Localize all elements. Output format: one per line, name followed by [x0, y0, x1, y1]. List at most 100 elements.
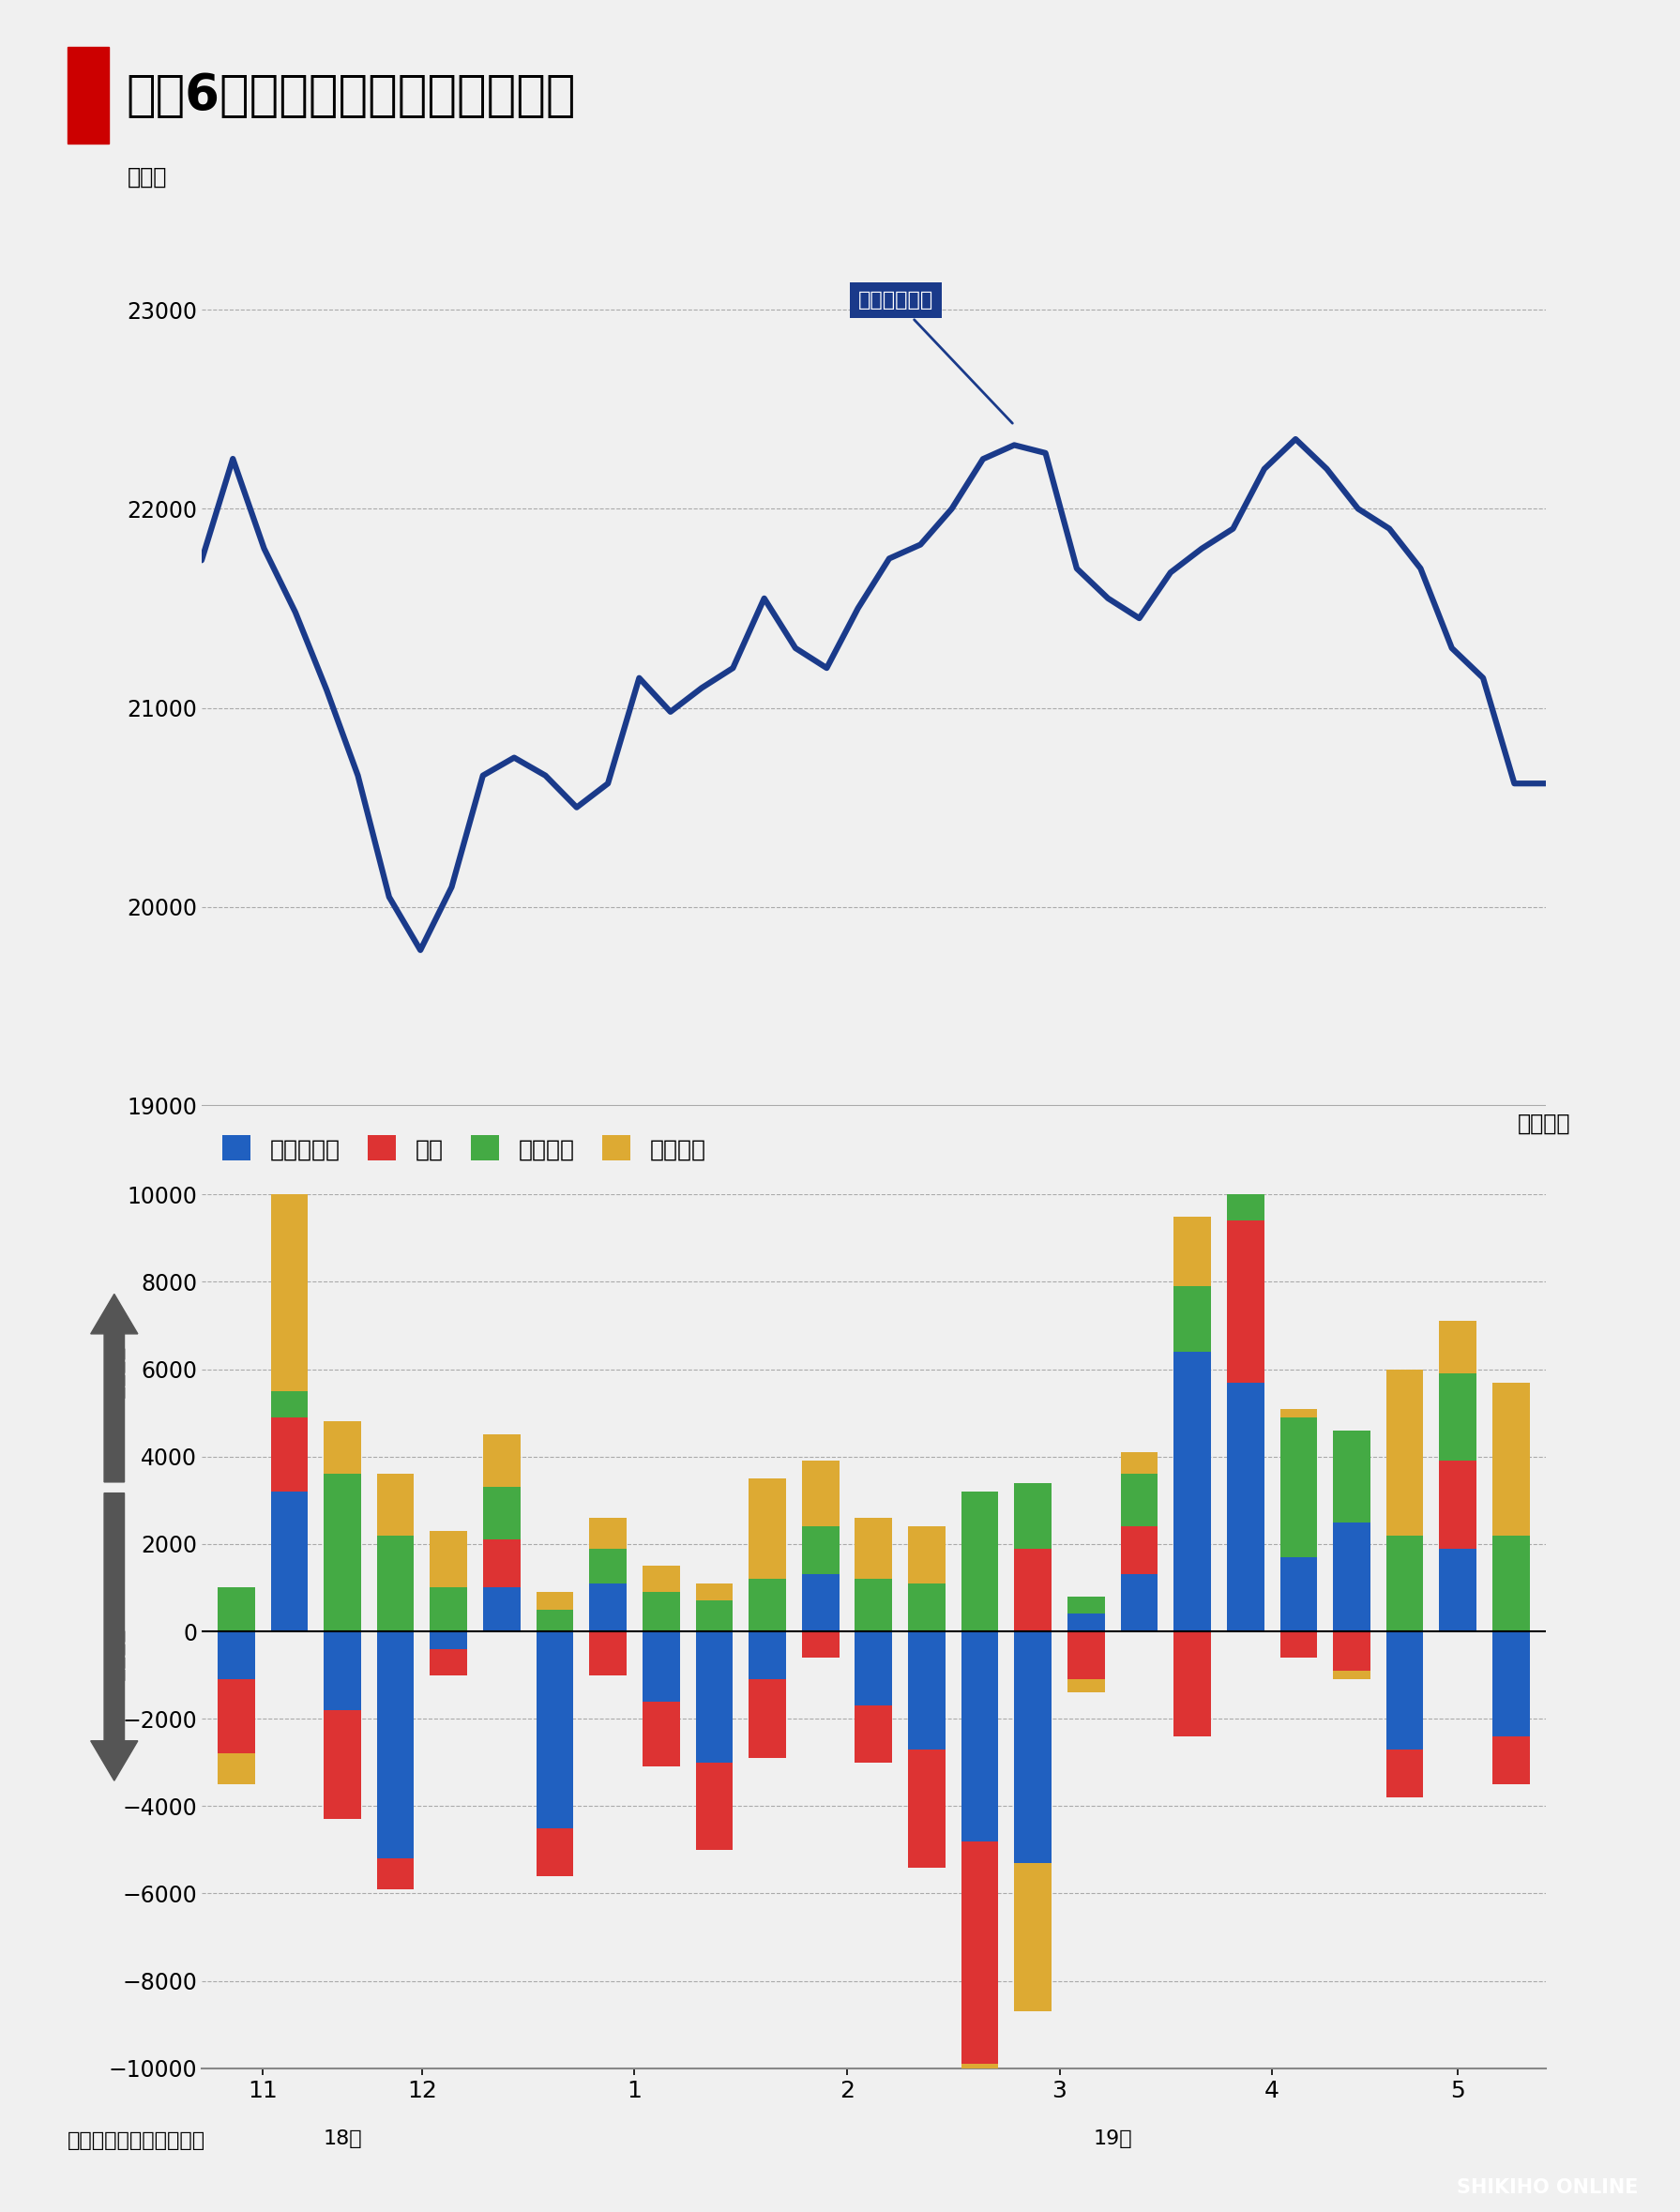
Bar	[1492, 1382, 1530, 1535]
Bar	[270, 1418, 307, 1491]
Text: SHIKIHO ONLINE: SHIKIHO ONLINE	[1457, 2179, 1638, 2197]
Bar	[855, 1632, 892, 1705]
Bar	[1067, 1597, 1105, 1615]
Bar	[324, 1422, 361, 1473]
Bar	[1280, 1632, 1317, 1657]
Bar	[1386, 1369, 1423, 1535]
Bar	[376, 1535, 413, 1632]
Bar	[855, 1517, 892, 1579]
Bar	[376, 1858, 413, 1889]
Bar	[1280, 1409, 1317, 1418]
Bar	[1174, 1352, 1211, 1632]
Bar	[1386, 1750, 1423, 1798]
Bar	[749, 1478, 786, 1579]
Bar	[1492, 1736, 1530, 1785]
Bar	[1226, 1221, 1263, 1382]
Bar	[1440, 1321, 1477, 1374]
Text: 買い越し: 買い越し	[102, 1345, 126, 1398]
Bar	[1121, 1526, 1158, 1575]
Bar	[1386, 1632, 1423, 1750]
Bar	[270, 1391, 307, 1418]
Bar	[909, 1526, 946, 1584]
Bar	[217, 1632, 255, 1679]
Bar	[590, 1632, 627, 1674]
Bar	[217, 1679, 255, 1754]
Bar	[642, 1701, 680, 1767]
Bar	[1334, 1670, 1371, 1679]
Bar	[1067, 1632, 1105, 1679]
Legend: 海外投資家, 個人, 事業法人, 信託銀行: 海外投資家, 個人, 事業法人, 信託銀行	[213, 1126, 716, 1170]
Bar	[484, 1436, 521, 1486]
Bar	[961, 1840, 998, 2064]
Bar	[801, 1460, 838, 1526]
Bar	[1226, 1115, 1263, 1155]
Bar	[1492, 1535, 1530, 1632]
Text: （円）: （円）	[128, 166, 168, 188]
Bar	[590, 1584, 627, 1632]
Bar	[67, 46, 109, 144]
Bar	[1440, 1374, 1477, 1460]
Bar	[1440, 1548, 1477, 1632]
Bar	[696, 1601, 732, 1632]
Bar	[430, 1632, 467, 1648]
Bar	[961, 2064, 998, 2212]
Bar	[1174, 1285, 1211, 1352]
Text: 19年: 19年	[1094, 2130, 1132, 2148]
Bar	[1015, 1632, 1052, 1863]
Bar	[1121, 1575, 1158, 1632]
Bar	[484, 1540, 521, 1588]
Bar	[696, 1763, 732, 1849]
Bar	[1121, 1453, 1158, 1473]
Bar	[961, 1632, 998, 1840]
Bar	[376, 1632, 413, 1858]
Bar	[1226, 1382, 1263, 1632]
Bar	[855, 1579, 892, 1632]
Bar	[801, 1526, 838, 1575]
Text: （出所）東京証券取引所: （出所）東京証券取引所	[67, 2132, 205, 2150]
Bar	[749, 1632, 786, 1679]
Bar	[217, 1588, 255, 1632]
Bar	[801, 1632, 838, 1657]
Bar	[642, 1566, 680, 1593]
Bar	[217, 1754, 255, 1785]
Bar	[1067, 1615, 1105, 1632]
Bar	[1015, 1548, 1052, 1632]
Bar	[324, 1632, 361, 1710]
Bar	[590, 1548, 627, 1584]
Bar	[749, 1579, 786, 1632]
Bar	[642, 1593, 680, 1632]
Bar	[749, 1679, 786, 1759]
Bar	[909, 1584, 946, 1632]
Bar	[590, 1517, 627, 1548]
Bar	[1067, 1679, 1105, 1692]
Bar	[1174, 1632, 1211, 1736]
Bar	[1386, 1535, 1423, 1632]
Bar	[270, 1137, 307, 1391]
Bar	[1334, 1522, 1371, 1632]
Bar	[1280, 1418, 1317, 1557]
Text: 売り越し: 売り越し	[102, 1628, 126, 1679]
Bar	[642, 1632, 680, 1701]
Bar	[430, 1531, 467, 1588]
Bar	[536, 1610, 573, 1632]
Bar	[324, 1473, 361, 1632]
Text: （億円）: （億円）	[1517, 1113, 1571, 1135]
Text: 過去6カ月の投資主体別売買動向: 過去6カ月の投資主体別売買動向	[126, 71, 576, 119]
Text: 日経平均株価: 日経平均株価	[858, 290, 1013, 422]
Bar	[1121, 1473, 1158, 1526]
Bar	[909, 1750, 946, 1867]
Text: 18年: 18年	[323, 2130, 361, 2148]
Bar	[376, 1473, 413, 1535]
Bar	[536, 1593, 573, 1610]
Bar	[1334, 1632, 1371, 1670]
Bar	[696, 1584, 732, 1601]
Bar	[270, 1491, 307, 1632]
Bar	[1280, 1557, 1317, 1632]
Bar	[1492, 1632, 1530, 1736]
Bar	[855, 1705, 892, 1763]
Bar	[324, 1710, 361, 1818]
Bar	[1015, 1482, 1052, 1548]
Bar	[1174, 1217, 1211, 1285]
Bar	[961, 1491, 998, 1632]
Bar	[484, 1588, 521, 1632]
